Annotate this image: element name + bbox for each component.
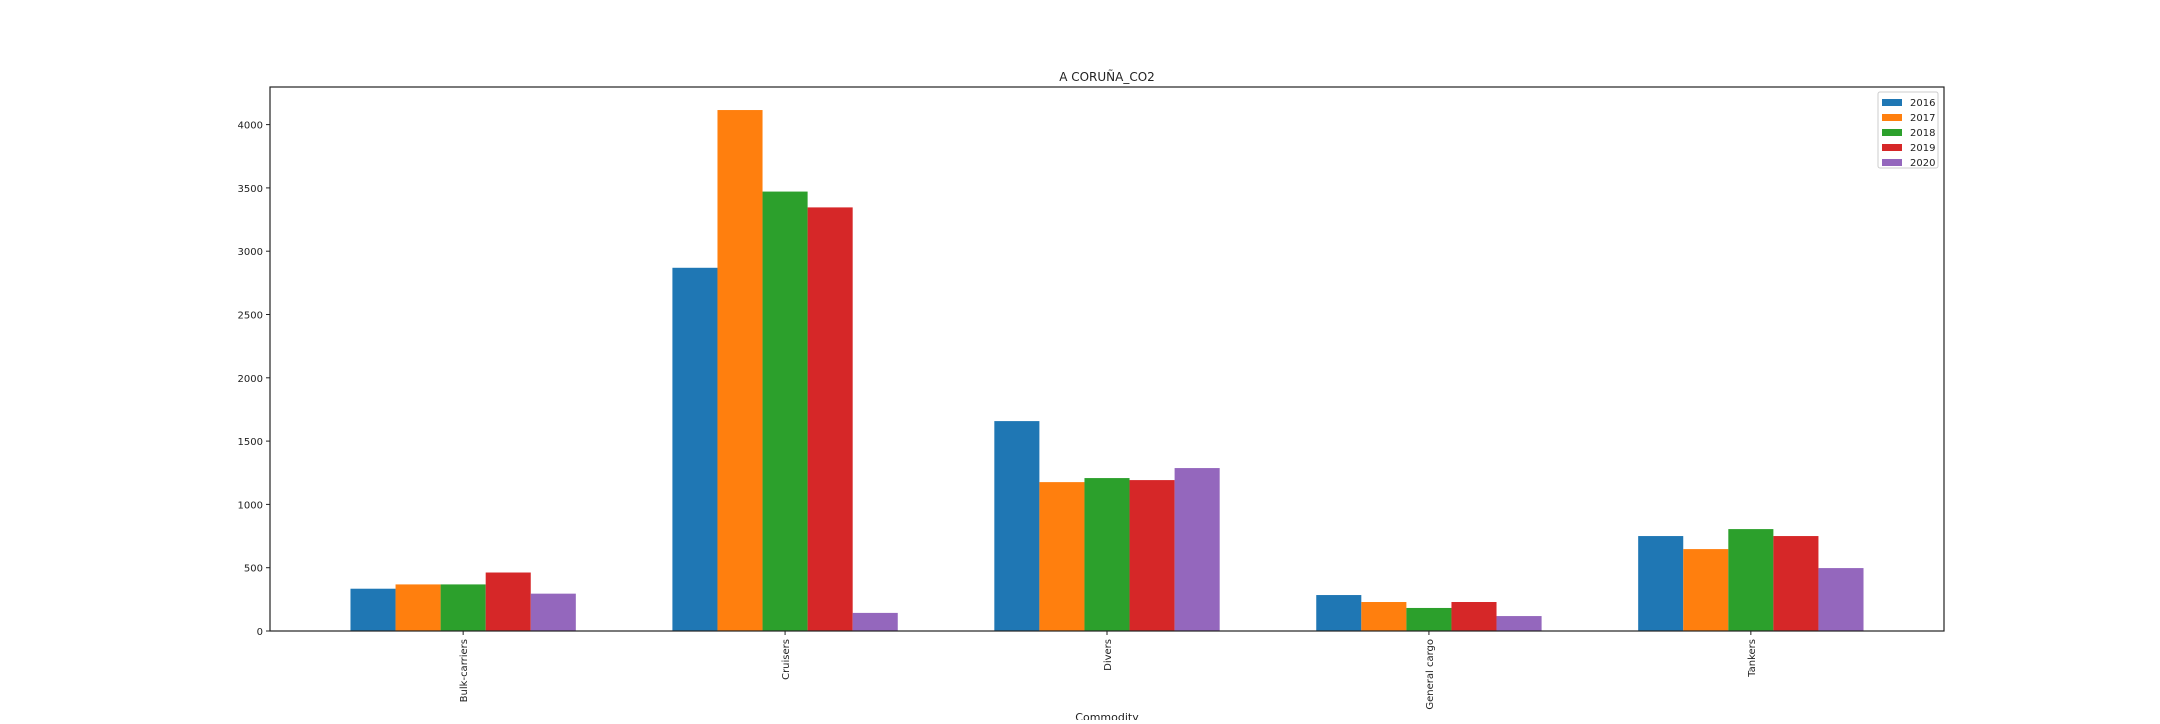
legend-swatch-2020 bbox=[1882, 159, 1902, 166]
x-tick-label: General cargo bbox=[1425, 639, 1436, 710]
bar-2019-divers bbox=[1129, 480, 1175, 631]
bar-2018-bulk-carriers bbox=[440, 584, 486, 631]
bar-2019-tankers bbox=[1773, 536, 1819, 631]
x-tick-label: Cruisers bbox=[781, 639, 792, 680]
bar-2020-cruisers bbox=[852, 612, 898, 631]
legend-label-2017: 2017 bbox=[1910, 113, 1935, 124]
y-tick-label: 3500 bbox=[238, 184, 263, 195]
bar-2018-divers bbox=[1084, 478, 1130, 631]
y-tick-label: 2500 bbox=[238, 311, 263, 322]
bar-2018-tankers bbox=[1728, 529, 1774, 631]
chart-title: A CORUÑA_CO2 bbox=[1059, 69, 1155, 84]
bar-2019-cruisers bbox=[807, 207, 853, 632]
bar-2017-general-cargo bbox=[1361, 602, 1407, 631]
y-tick-label: 0 bbox=[257, 627, 263, 638]
bar-2016-general-cargo bbox=[1316, 595, 1362, 631]
bar-2019-bulk-carriers bbox=[485, 572, 531, 631]
bar-2019-general-cargo bbox=[1451, 602, 1497, 631]
bar-2016-cruisers bbox=[672, 267, 718, 631]
bar-2018-general-cargo bbox=[1406, 607, 1452, 631]
bar-2017-tankers bbox=[1683, 549, 1729, 631]
legend-swatch-2019 bbox=[1882, 144, 1902, 151]
x-tick-label: Tankers bbox=[1747, 639, 1758, 678]
bar-2018-cruisers bbox=[762, 191, 808, 631]
bar-2020-bulk-carriers bbox=[530, 593, 576, 631]
y-tick-label: 2000 bbox=[238, 374, 263, 385]
y-tick-label: 3000 bbox=[238, 247, 263, 258]
bar-2020-tankers bbox=[1818, 568, 1864, 631]
bar-2017-bulk-carriers bbox=[395, 584, 441, 631]
legend-swatch-2017 bbox=[1882, 114, 1902, 121]
legend: 2016 2017 2018 2019 2020 bbox=[1877, 91, 1939, 169]
y-tick-label: 500 bbox=[244, 564, 263, 575]
bar-2020-divers bbox=[1174, 468, 1220, 631]
bar-2017-cruisers bbox=[717, 110, 763, 631]
x-axis-label: Commodity bbox=[1075, 711, 1139, 720]
legend-swatch-2016 bbox=[1882, 99, 1902, 106]
bar-2016-divers bbox=[994, 421, 1040, 631]
legend-label-2018: 2018 bbox=[1910, 128, 1935, 139]
y-tick-label: 1000 bbox=[238, 500, 263, 511]
x-tick-label: Divers bbox=[1103, 639, 1114, 671]
legend-label-2019: 2019 bbox=[1910, 143, 1935, 154]
legend-swatch-2018 bbox=[1882, 129, 1902, 136]
bar-2016-bulk-carriers bbox=[350, 588, 396, 631]
y-tick-label: 1500 bbox=[238, 437, 263, 448]
bar-2016-tankers bbox=[1638, 536, 1684, 631]
y-tick-label: 4000 bbox=[238, 121, 263, 132]
x-tick-label: Bulk-carriers bbox=[459, 639, 470, 702]
bar-2017-divers bbox=[1039, 482, 1085, 631]
legend-label-2020: 2020 bbox=[1910, 158, 1935, 169]
bar-2020-general-cargo bbox=[1496, 616, 1542, 631]
legend-label-2016: 2016 bbox=[1910, 98, 1935, 109]
